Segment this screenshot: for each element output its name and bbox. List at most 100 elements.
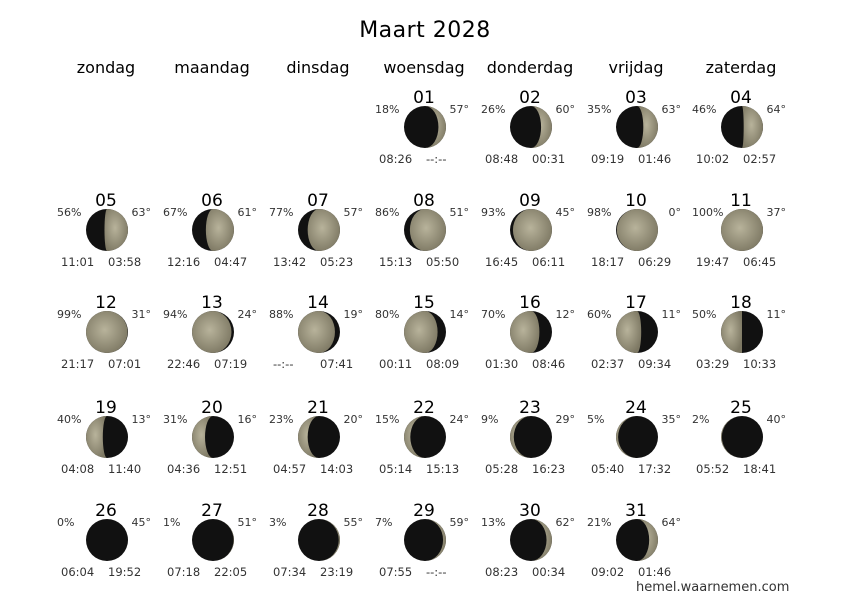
moon-altitude: 31° bbox=[131, 308, 152, 321]
weekday-header: vrijdag bbox=[608, 58, 664, 77]
moon-phase-icon bbox=[615, 310, 659, 354]
moon-phase-icon bbox=[297, 208, 341, 252]
moonrise-time: 05:28 bbox=[485, 462, 519, 476]
moon-phase-icon bbox=[615, 105, 659, 149]
moon-phase-icon bbox=[85, 310, 129, 354]
moon-altitude: 45° bbox=[131, 516, 152, 529]
moon-altitude: 16° bbox=[237, 413, 258, 426]
day-cell: 03 35% 63° 09:19 01:46 bbox=[583, 88, 689, 188]
illumination-percent: 31% bbox=[163, 413, 188, 426]
day-number: 17 bbox=[625, 293, 647, 313]
moonrise-time: 07:18 bbox=[167, 565, 201, 579]
moon-altitude: 19° bbox=[343, 308, 364, 321]
moonrise-time: 04:36 bbox=[167, 462, 201, 476]
illumination-percent: 70% bbox=[481, 308, 506, 321]
weekday-header: dinsdag bbox=[286, 58, 350, 77]
weekday-header: donderdag bbox=[486, 58, 574, 77]
illumination-percent: 15% bbox=[375, 413, 400, 426]
illumination-percent: 18% bbox=[375, 103, 400, 116]
day-cell: 20 31% 16° 04:36 12:51 bbox=[159, 398, 265, 498]
day-cell: 15 80% 14° 00:11 08:09 bbox=[371, 293, 477, 393]
moon-phase-icon bbox=[297, 518, 341, 562]
day-cell: 04 46% 64° 10:02 02:57 bbox=[688, 88, 794, 188]
day-cell: 13 94% 24° 22:46 07:19 bbox=[159, 293, 265, 393]
day-number: 10 bbox=[625, 191, 647, 211]
moonset-time: 09:34 bbox=[638, 357, 672, 371]
illumination-percent: 21% bbox=[587, 516, 612, 529]
moon-phase-icon bbox=[403, 208, 447, 252]
moonrise-time: 16:45 bbox=[485, 255, 519, 269]
moonset-time: 14:03 bbox=[320, 462, 354, 476]
moon-phase-icon bbox=[509, 310, 553, 354]
moonrise-time: 09:19 bbox=[591, 152, 625, 166]
day-number: 24 bbox=[625, 398, 647, 418]
moonset-time: 15:13 bbox=[426, 462, 460, 476]
illumination-percent: 50% bbox=[692, 308, 717, 321]
moonrise-time: 13:42 bbox=[273, 255, 307, 269]
site-credit: hemel.waarnemen.com bbox=[636, 580, 790, 595]
illumination-percent: 7% bbox=[375, 516, 393, 529]
moon-phase-icon bbox=[509, 208, 553, 252]
illumination-percent: 88% bbox=[269, 308, 294, 321]
illumination-percent: 35% bbox=[587, 103, 612, 116]
moonset-time: 00:34 bbox=[532, 565, 566, 579]
moon-altitude: 64° bbox=[661, 516, 682, 529]
moonset-time: 17:32 bbox=[638, 462, 672, 476]
day-number: 07 bbox=[307, 191, 329, 211]
moonrise-time: 04:08 bbox=[61, 462, 95, 476]
illumination-percent: 3% bbox=[269, 516, 287, 529]
moon-altitude: 12° bbox=[555, 308, 576, 321]
day-number: 30 bbox=[519, 501, 541, 521]
moon-phase-icon bbox=[615, 415, 659, 459]
day-number: 12 bbox=[95, 293, 117, 313]
day-cell: 27 1% 51° 07:18 22:05 bbox=[159, 501, 265, 601]
moonset-time: 05:23 bbox=[320, 255, 354, 269]
day-cell: 28 3% 55° 07:34 23:19 bbox=[265, 501, 371, 601]
moon-phase-icon bbox=[85, 518, 129, 562]
moonset-time: 16:23 bbox=[532, 462, 566, 476]
day-cell: 16 70% 12° 01:30 08:46 bbox=[477, 293, 583, 393]
day-cell: 23 9% 29° 05:28 16:23 bbox=[477, 398, 583, 498]
moonset-time: 01:46 bbox=[638, 152, 672, 166]
moon-phase-icon bbox=[191, 310, 235, 354]
moonrise-time: 08:26 bbox=[379, 152, 413, 166]
day-number: 11 bbox=[730, 191, 752, 211]
moon-phase-icon bbox=[297, 415, 341, 459]
day-cell: 19 40% 13° 04:08 11:40 bbox=[53, 398, 159, 498]
weekday-header: zondag bbox=[76, 58, 136, 77]
calendar-title: Maart 2028 bbox=[359, 18, 491, 43]
moon-altitude: 60° bbox=[555, 103, 576, 116]
illumination-percent: 60% bbox=[587, 308, 612, 321]
illumination-percent: 100% bbox=[692, 206, 724, 219]
day-cell: 11 100% 37° 19:47 06:45 bbox=[688, 191, 794, 291]
illumination-percent: 77% bbox=[269, 206, 294, 219]
day-cell: 25 2% 40° 05:52 18:41 bbox=[688, 398, 794, 498]
moonrise-time: 07:34 bbox=[273, 565, 307, 579]
moon-altitude: 57° bbox=[449, 103, 470, 116]
moonset-time: 00:31 bbox=[532, 152, 566, 166]
day-number: 05 bbox=[95, 191, 117, 211]
moonrise-time: 18:17 bbox=[591, 255, 625, 269]
day-number: 27 bbox=[201, 501, 223, 521]
day-cell: 17 60% 11° 02:37 09:34 bbox=[583, 293, 689, 393]
moonrise-time: 22:46 bbox=[167, 357, 201, 371]
moonset-time: 07:41 bbox=[320, 357, 354, 371]
day-cell: 30 13% 62° 08:23 00:34 bbox=[477, 501, 583, 601]
day-cell: 09 93% 45° 16:45 06:11 bbox=[477, 191, 583, 291]
day-number: 22 bbox=[413, 398, 435, 418]
illumination-percent: 80% bbox=[375, 308, 400, 321]
weekday-header: zaterdag bbox=[705, 58, 777, 77]
moonset-time: 22:05 bbox=[214, 565, 248, 579]
illumination-percent: 5% bbox=[587, 413, 605, 426]
moon-phase-icon bbox=[615, 518, 659, 562]
moon-altitude: 63° bbox=[661, 103, 682, 116]
moonrise-time: --:-- bbox=[273, 357, 294, 371]
moon-altitude: 62° bbox=[555, 516, 576, 529]
illumination-percent: 2% bbox=[692, 413, 710, 426]
day-number: 18 bbox=[730, 293, 752, 313]
day-cell: 22 15% 24° 05:14 15:13 bbox=[371, 398, 477, 498]
weekday-header: maandag bbox=[174, 58, 250, 77]
weekday-header: woensdag bbox=[383, 58, 465, 77]
moon-phase-icon bbox=[191, 208, 235, 252]
moon-altitude: 61° bbox=[237, 206, 258, 219]
